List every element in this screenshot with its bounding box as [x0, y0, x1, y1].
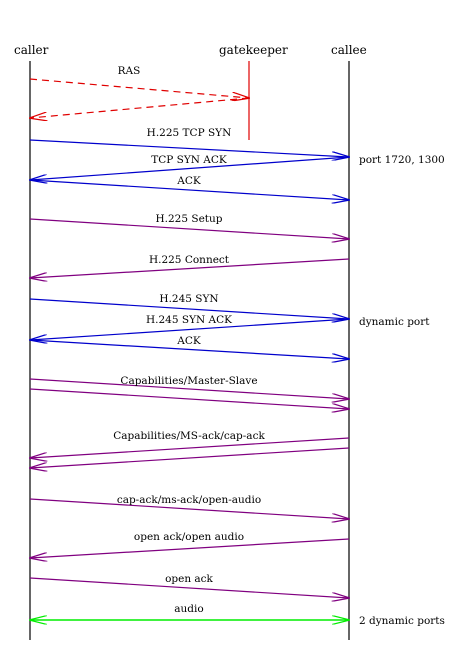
- msg-h245-syn-ack-label: H.245 SYN ACK: [146, 314, 232, 326]
- msg-h225-connect-arrow: [30, 258, 350, 278]
- msg-tcp-ack-label: ACK: [176, 175, 201, 187]
- msg-cap-ack-ms-ack-open-audio-arrow: [29, 498, 349, 519]
- msg-tcp-syn-ack-arrow: [30, 156, 350, 180]
- msg-ras-request-arrow: [29, 78, 249, 98]
- msg-capabilities-master-slave-arrow: [29, 378, 349, 399]
- message-labels: RAS H.225 TCP SYN TCP SYN ACK ACK H.225 …: [113, 65, 265, 615]
- msg-tcp-ack-arrow: [29, 179, 349, 200]
- msg-cap-ack-open-audio-label: cap-ack/ms-ack/open-audio: [117, 494, 261, 506]
- msg-capabilities-ms-ack-arrow: [30, 437, 350, 458]
- msg-capabilities-ms-ack-2-arrow: [30, 447, 350, 468]
- msg-open-ack-open-audio-label: open ack/open audio: [134, 531, 244, 543]
- msg-capabilities-master-slave-2-arrow: [29, 388, 349, 409]
- message-arrows: [29, 78, 350, 620]
- msg-h245-syn-arrow: [29, 298, 349, 319]
- msg-h245-syn-ack-arrow: [30, 318, 350, 340]
- msg-open-ack-label: open ack: [165, 573, 213, 585]
- msg-h245-ack-arrow: [29, 339, 349, 359]
- msg-open-ack-open-audio-arrow: [30, 538, 350, 558]
- participant-callee-label: callee: [331, 43, 367, 57]
- msg-h225-setup-arrow: [29, 218, 349, 239]
- msg-h225-setup-label: H.225 Setup: [156, 213, 223, 225]
- note-port-1720: port 1720, 1300: [359, 154, 445, 166]
- msg-h245-ack-label: ACK: [176, 335, 201, 347]
- participant-gatekeeper-label: gatekeeper: [219, 43, 288, 57]
- msg-tcp-syn-ack-label: TCP SYN ACK: [151, 154, 227, 166]
- msg-capabilities-ms-ack-label: Capabilities/MS-ack/cap-ack: [113, 430, 265, 442]
- msg-h225-tcp-syn-arrow: [29, 139, 349, 157]
- msg-h225-tcp-syn-label: H.225 TCP SYN: [147, 127, 232, 139]
- note-two-dynamic-ports: 2 dynamic ports: [359, 615, 445, 627]
- msg-h245-syn-label: H.245 SYN: [159, 293, 218, 305]
- msg-h225-connect-label: H.225 Connect: [149, 254, 230, 266]
- msg-ras-label: RAS: [118, 65, 141, 77]
- msg-audio-label: audio: [174, 603, 203, 615]
- participant-caller-label: caller: [14, 43, 49, 57]
- msg-capabilities-master-slave-label: Capabilities/Master-Slave: [120, 375, 257, 387]
- msg-ras-response-arrow: [30, 97, 250, 118]
- note-dynamic-port: dynamic port: [359, 316, 430, 328]
- msg-open-ack-arrow: [29, 577, 349, 598]
